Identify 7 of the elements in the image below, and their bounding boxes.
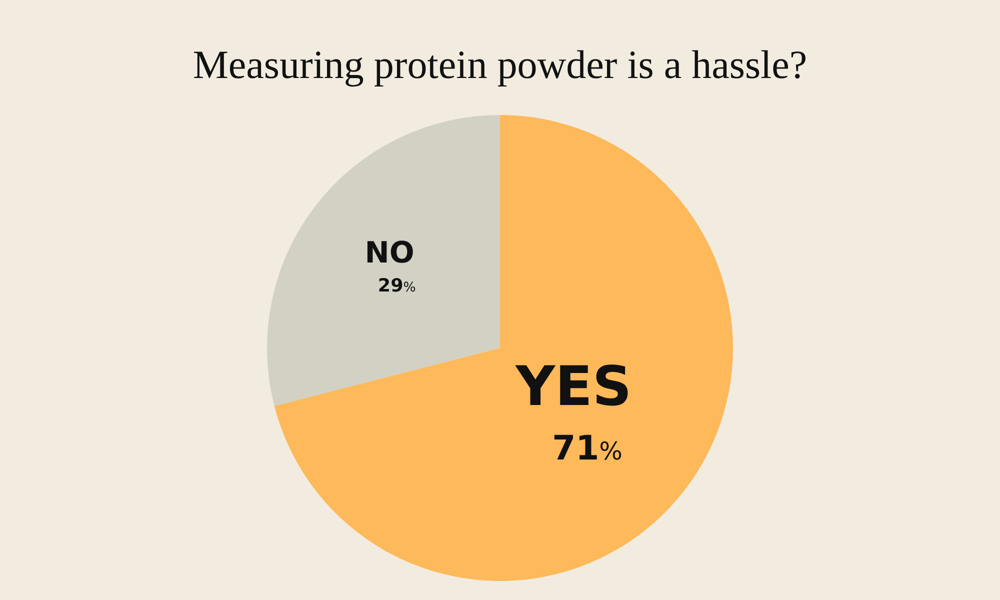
slice-label: NO	[364, 235, 414, 270]
data-label: 71%	[552, 428, 623, 468]
data-label: 29%	[378, 276, 416, 297]
slice-label: YES	[514, 354, 632, 418]
chart-title: Measuring protein powder is a hassle?	[192, 42, 808, 87]
pie-slice	[267, 115, 500, 406]
pie-slice	[274, 115, 733, 581]
